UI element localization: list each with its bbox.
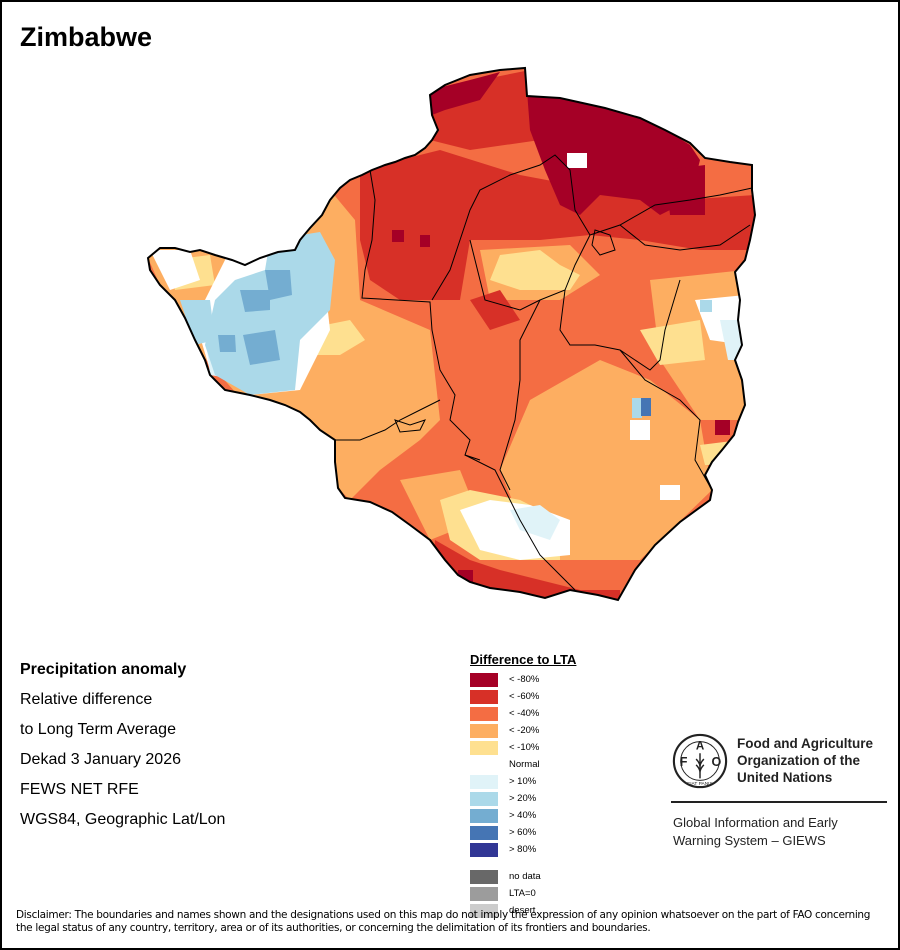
legend-label: Normal [509,759,540,770]
legend-item: > 80% [470,841,576,858]
legend-item: < -80% [470,671,576,688]
anomaly-area-lt-20 [500,360,712,560]
legend-swatch [470,723,498,738]
legend-label: > 80% [509,844,537,855]
province-boundary [431,154,591,301]
fao-logo-letter-a: A [696,739,705,752]
anomaly-area-gt-40 [265,270,292,300]
legend-item: < -10% [470,739,576,756]
anomaly-area-gt-40 [218,335,236,352]
province-boundary [589,187,753,236]
legend-title: Difference to LTA [470,652,577,667]
fao-logo-icon: F A O FIAT PANIS [672,733,728,789]
precipitation-anomaly-map [147,67,756,601]
province-boundary [361,169,481,461]
legend-label: > 10% [509,776,537,787]
info-product-name: Precipitation anomaly [20,661,187,678]
info-projection: WGS84, Geographic Lat/Lon [20,811,226,828]
legend-label: LTA=0 [509,888,536,899]
legend-item: Normal [470,756,576,773]
province-boundary [619,224,751,251]
legend-label: < -20% [509,725,540,736]
province-boundary [464,454,576,591]
info-description-line-1: Relative difference [20,691,153,708]
legend-label: < -40% [509,708,540,719]
anomaly-area-lt-80 [525,68,700,215]
legend-item: > 10% [470,773,576,790]
map-info-block: Precipitation anomaly Relative differenc… [20,655,225,835]
legend-swatch [470,689,498,704]
legend-swatch [470,903,498,918]
anomaly-area-gt-20 [205,232,335,395]
legend-swatch [470,791,498,806]
fao-logo-motto: FIAT PANIS [687,781,713,787]
anomaly-area-gt-20 [180,300,215,345]
anomaly-cell-gt-60 [641,398,651,416]
anomaly-area-gt-40 [243,330,280,365]
legend-label: > 40% [509,810,537,821]
anomaly-area-lt-80 [665,165,705,215]
legend-item: > 20% [470,790,576,807]
province-boundary [394,419,426,433]
fao-logo-letter-o: O [712,755,722,769]
legend-label: < -10% [509,742,540,753]
province-boundary [591,229,616,256]
province-boundary [335,399,441,441]
legend-swatch [470,825,498,840]
legend-item: < -40% [470,705,576,722]
legend-label: < -60% [509,691,540,702]
anomaly-cell-lt-80 [420,235,430,247]
info-data-source: FEWS NET RFE [20,781,139,798]
anomaly-area-lt-60 [470,290,520,330]
info-period: Dekad 3 January 2026 [20,751,181,768]
anomaly-raster [148,68,755,600]
legend-swatch [470,869,498,884]
map-legend: Difference to LTA < -80% < -60% < -40% < -2… [470,652,576,919]
legend-item: desert [470,902,576,919]
legend-swatch [470,842,498,857]
legend-label: desert [509,905,536,916]
anomaly-area-lt-10 [490,250,580,290]
legend-item: > 60% [470,824,576,841]
fao-organization-name: Food and Agriculture Organization of the… [737,736,873,785]
anomaly-area-lt-80 [430,72,500,115]
legend-swatch [470,706,498,721]
anomaly-cell-lt-80 [715,420,730,435]
province-boundary [499,299,541,491]
legend-item: < -20% [470,722,576,739]
anomaly-area-lt-10 [640,320,705,365]
legend-item: LTA=0 [470,885,576,902]
anomaly-area-lt-60 [360,150,755,300]
anomaly-cell-normal [660,485,680,500]
legend-item: no data [470,868,576,885]
legend-swatch [470,774,498,789]
info-description-line-2: to Long Term Average [20,721,176,738]
province-boundary [619,349,713,491]
legend-swatch [470,740,498,755]
giews-system-name: Global Information and Early Warning Sys… [673,815,838,848]
anomaly-cell-lt-80 [392,230,404,242]
anomaly-cell-gt-20 [632,398,642,418]
fao-logo-letter-f: F [680,755,688,769]
anomaly-area-gt-10 [510,505,560,540]
anomaly-cell-normal [630,420,650,440]
legend-label: > 20% [509,793,537,804]
anomaly-area-gt-40 [240,290,270,312]
disclaimer-text: Disclaimer: The boundaries and names sho… [16,909,871,934]
legend-swatch [470,672,498,687]
map-title: Zimbabwe [20,22,153,52]
legend-swatch [470,886,498,901]
legend-item: < -60% [470,688,576,705]
branding-divider [671,801,887,803]
legend-label: > 60% [509,827,537,838]
anomaly-cell-normal [567,153,587,168]
province-boundaries [335,154,753,591]
legend-item: > 40% [470,807,576,824]
anomaly-cell-gt-20 [700,300,712,312]
legend-swatch [470,808,498,823]
anomaly-area-normal [150,250,200,290]
legend-label: < -80% [509,674,540,685]
legend-label: no data [509,871,541,882]
